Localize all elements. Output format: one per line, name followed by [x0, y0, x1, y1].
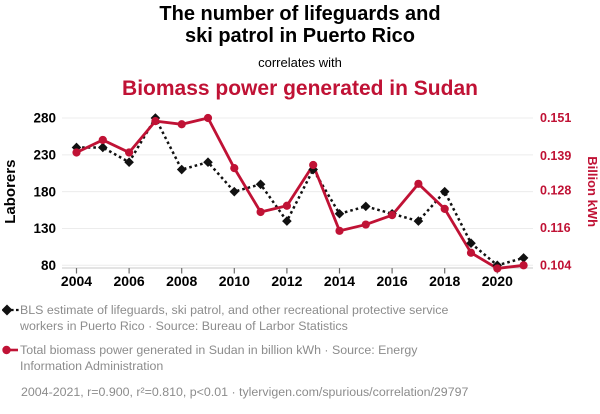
right-tick-label: 0.104 [540, 259, 571, 273]
chart-legend: BLS estimate of lifeguards, ski patrol, … [0, 293, 600, 399]
chart-plot-area: 2004 2006 2008 2010 2012 2014 2016 2018 2020 280 2… [2, 111, 600, 289]
data-point-biomass-power-sudan [414, 179, 423, 188]
data-point-lifeguards-ski-patrol-puerto-rico [98, 142, 108, 153]
left-tick-label: 180 [33, 184, 56, 199]
data-point-biomass-power-sudan [151, 117, 160, 126]
right-tick-label: 0.151 [540, 111, 571, 125]
data-point-biomass-power-sudan [309, 160, 318, 170]
data-point-lifeguards-ski-patrol-puerto-rico [229, 186, 240, 197]
x-tick-label: 2010 [219, 273, 250, 289]
right-tick-label: 0.128 [540, 183, 571, 197]
data-point-lifeguards-ski-patrol-puerto-rico [334, 208, 345, 219]
chart-title-line1: The number of lifeguards and [159, 3, 441, 25]
data-point-biomass-power-sudan [230, 164, 239, 173]
data-point-biomass-power-sudan [361, 220, 370, 229]
data-point-biomass-power-sudan [98, 135, 107, 145]
data-point-lifeguards-ski-patrol-puerto-rico [124, 157, 134, 167]
x-tick-label: 2014 [324, 273, 355, 289]
data-point-biomass-power-sudan [493, 264, 502, 273]
data-point-biomass-power-sudan [282, 201, 291, 210]
data-point-biomass-power-sudan [177, 120, 186, 129]
chart-title: The number of lifeguards and ski patrol i… [0, 3, 600, 47]
legend-text-lifeguards: BLS estimate of lifeguards, ski patrol, … [20, 302, 448, 334]
left-tick-label: 280 [33, 111, 56, 126]
dashed-line-diamond-marker-icon [2, 304, 20, 316]
data-point-lifeguards-ski-patrol-puerto-rico [203, 157, 213, 167]
data-point-lifeguards-ski-patrol-puerto-rico [439, 186, 450, 197]
x-tick-label: 2018 [429, 273, 460, 289]
right-tick-label: 0.139 [540, 149, 571, 163]
legend-text-line: Total biomass power generated in Sudan i… [20, 343, 418, 357]
data-point-lifeguards-ski-patrol-puerto-rico [518, 253, 529, 263]
data-point-biomass-power-sudan [388, 211, 397, 220]
series-line-biomass-power-sudan [75, 116, 524, 270]
data-point-biomass-power-sudan [440, 204, 449, 213]
data-point-lifeguards-ski-patrol-puerto-rico [361, 201, 371, 212]
data-point-biomass-power-sudan [519, 261, 528, 270]
data-point-lifeguards-ski-patrol-puerto-rico [413, 216, 424, 226]
legend-text-line: BLS estimate of lifeguards, ski patrol, … [20, 303, 449, 317]
chart-title-line2: ski patrol in Puerto Rico [184, 25, 416, 47]
data-point-biomass-power-sudan [256, 207, 265, 217]
x-tick-label: 2020 [482, 273, 513, 289]
legend-text-line: workers in Puerto Rico · Source: Bureau … [20, 319, 348, 333]
chart-header: The number of lifeguards and ski patrol i… [0, 0, 600, 100]
x-tick-label: 2006 [114, 273, 145, 289]
data-point-lifeguards-ski-patrol-puerto-rico [466, 238, 476, 249]
solid-line-circle-marker-icon [2, 345, 18, 355]
left-tick-label: 80 [41, 258, 56, 273]
series-line-lifeguards-ski-patrol-puerto-rico [76, 115, 524, 267]
legend-text-biomass: Total biomass power generated in Sudan i… [20, 342, 417, 374]
left-axis-title: Laborers [2, 160, 19, 224]
chart-subtitle: Biomass power generated in Sudan [122, 77, 478, 100]
legend-item-lifeguards: BLS estimate of lifeguards, ski patrol, … [2, 302, 586, 334]
data-point-biomass-power-sudan [335, 226, 344, 235]
data-point-biomass-power-sudan [466, 248, 476, 257]
left-tick-label: 230 [33, 147, 56, 162]
correlates-with-label: correlates with [258, 55, 342, 70]
right-axis-title: Billion kWh [585, 156, 600, 227]
data-point-biomass-power-sudan [72, 148, 81, 157]
x-tick-label: 2004 [61, 273, 92, 289]
left-tick-label: 130 [33, 221, 56, 236]
data-point-lifeguards-ski-patrol-puerto-rico [255, 179, 266, 190]
legend-item-biomass: Total biomass power generated in Sudan i… [2, 342, 586, 374]
data-point-biomass-power-sudan [125, 148, 134, 157]
x-tick-label: 2008 [166, 273, 197, 289]
stats-footnote: 2004-2021, r=0.900, r²=0.810, p<0.01 · t… [21, 385, 469, 399]
right-tick-label: 0.116 [540, 221, 571, 235]
x-tick-label: 2016 [377, 273, 408, 289]
data-point-biomass-power-sudan [203, 113, 213, 123]
data-point-lifeguards-ski-patrol-puerto-rico [282, 216, 292, 226]
x-tick-label: 2012 [271, 273, 302, 289]
legend-text-line: Information Administration [20, 359, 164, 373]
data-point-lifeguards-ski-patrol-puerto-rico [176, 164, 187, 175]
